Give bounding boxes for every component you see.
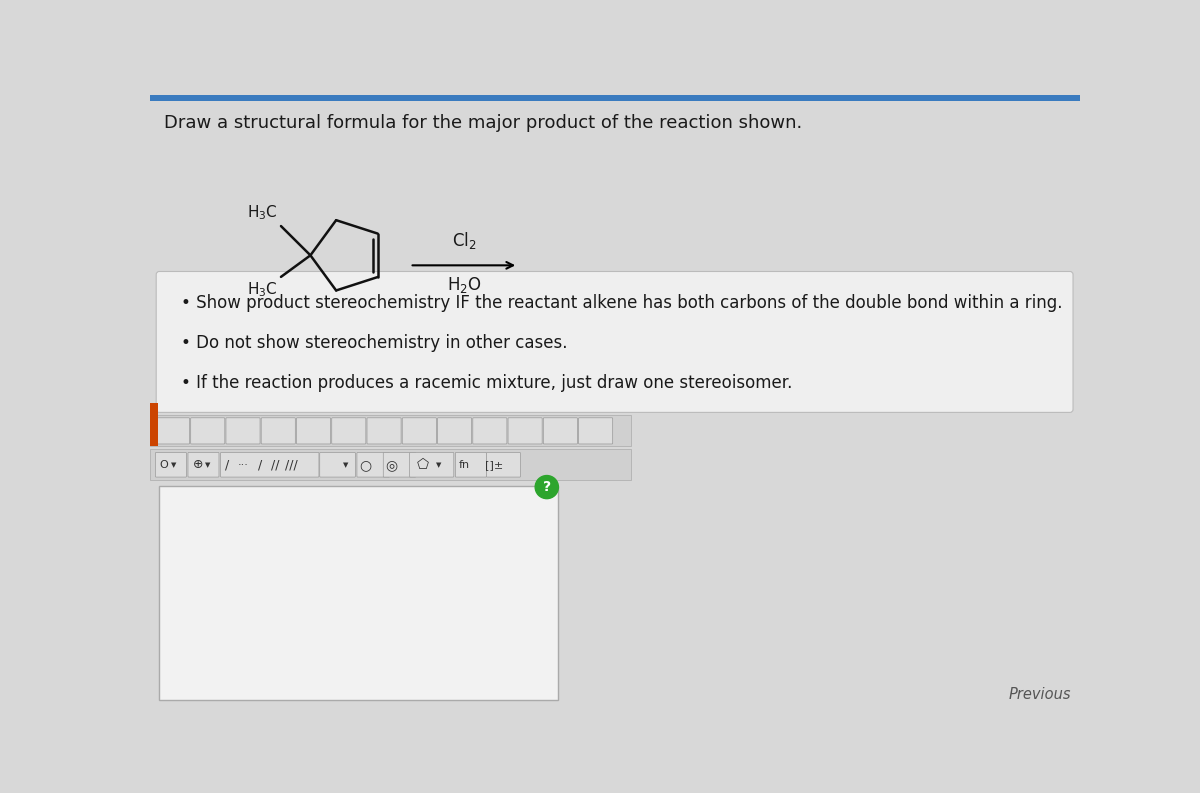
FancyBboxPatch shape <box>221 453 319 477</box>
FancyBboxPatch shape <box>455 453 486 477</box>
Text: • Do not show stereochemistry in other cases.: • Do not show stereochemistry in other c… <box>181 334 568 352</box>
Text: ○: ○ <box>359 458 372 472</box>
Bar <box>150 450 630 480</box>
Text: ▼: ▼ <box>343 462 348 468</box>
Text: []±: []± <box>485 460 503 469</box>
FancyBboxPatch shape <box>331 418 366 444</box>
Text: Cl$_2$: Cl$_2$ <box>451 231 476 251</box>
Text: ▼: ▼ <box>437 462 442 468</box>
Bar <box>150 95 1080 102</box>
Text: H$_2$O: H$_2$O <box>446 274 481 294</box>
Text: ?: ? <box>542 480 551 494</box>
Text: O: O <box>160 460 168 469</box>
FancyBboxPatch shape <box>383 453 416 477</box>
Circle shape <box>535 476 558 499</box>
FancyBboxPatch shape <box>402 418 437 444</box>
FancyBboxPatch shape <box>226 418 260 444</box>
FancyBboxPatch shape <box>188 453 218 477</box>
Text: ⊕: ⊕ <box>193 458 203 471</box>
FancyBboxPatch shape <box>156 271 1073 412</box>
FancyBboxPatch shape <box>508 418 542 444</box>
Text: /: / <box>258 458 262 471</box>
Text: ···: ··· <box>238 460 248 469</box>
FancyBboxPatch shape <box>356 453 390 477</box>
Text: • Show product stereochemistry IF the reactant alkene has both carbons of the do: • Show product stereochemistry IF the re… <box>181 294 1062 312</box>
Text: ▼: ▼ <box>205 462 211 468</box>
Text: //: // <box>271 458 280 471</box>
FancyBboxPatch shape <box>319 453 355 477</box>
FancyBboxPatch shape <box>367 418 401 444</box>
Text: ◎: ◎ <box>385 458 398 472</box>
FancyBboxPatch shape <box>473 418 506 444</box>
Text: ▼: ▼ <box>172 462 176 468</box>
Text: Previous: Previous <box>1008 687 1070 702</box>
FancyBboxPatch shape <box>156 418 190 444</box>
Bar <box>150 403 157 446</box>
FancyBboxPatch shape <box>438 418 472 444</box>
FancyBboxPatch shape <box>409 453 454 477</box>
Text: H$_3$C: H$_3$C <box>247 204 278 222</box>
FancyBboxPatch shape <box>544 418 577 444</box>
Text: ///: /// <box>284 458 298 471</box>
FancyBboxPatch shape <box>156 453 186 477</box>
Bar <box>160 485 558 699</box>
FancyBboxPatch shape <box>262 418 295 444</box>
Text: fn: fn <box>458 460 469 469</box>
FancyBboxPatch shape <box>578 418 613 444</box>
FancyBboxPatch shape <box>191 418 224 444</box>
Text: ⬠: ⬠ <box>416 458 428 472</box>
FancyBboxPatch shape <box>486 453 521 477</box>
Text: /: / <box>226 458 229 471</box>
Text: H$_3$C: H$_3$C <box>247 281 278 300</box>
FancyBboxPatch shape <box>296 418 330 444</box>
Text: • If the reaction produces a racemic mixture, just draw one stereoisomer.: • If the reaction produces a racemic mix… <box>181 374 792 392</box>
Text: Draw a structural formula for the major product of the reaction shown.: Draw a structural formula for the major … <box>164 114 803 132</box>
Bar <box>150 416 630 446</box>
